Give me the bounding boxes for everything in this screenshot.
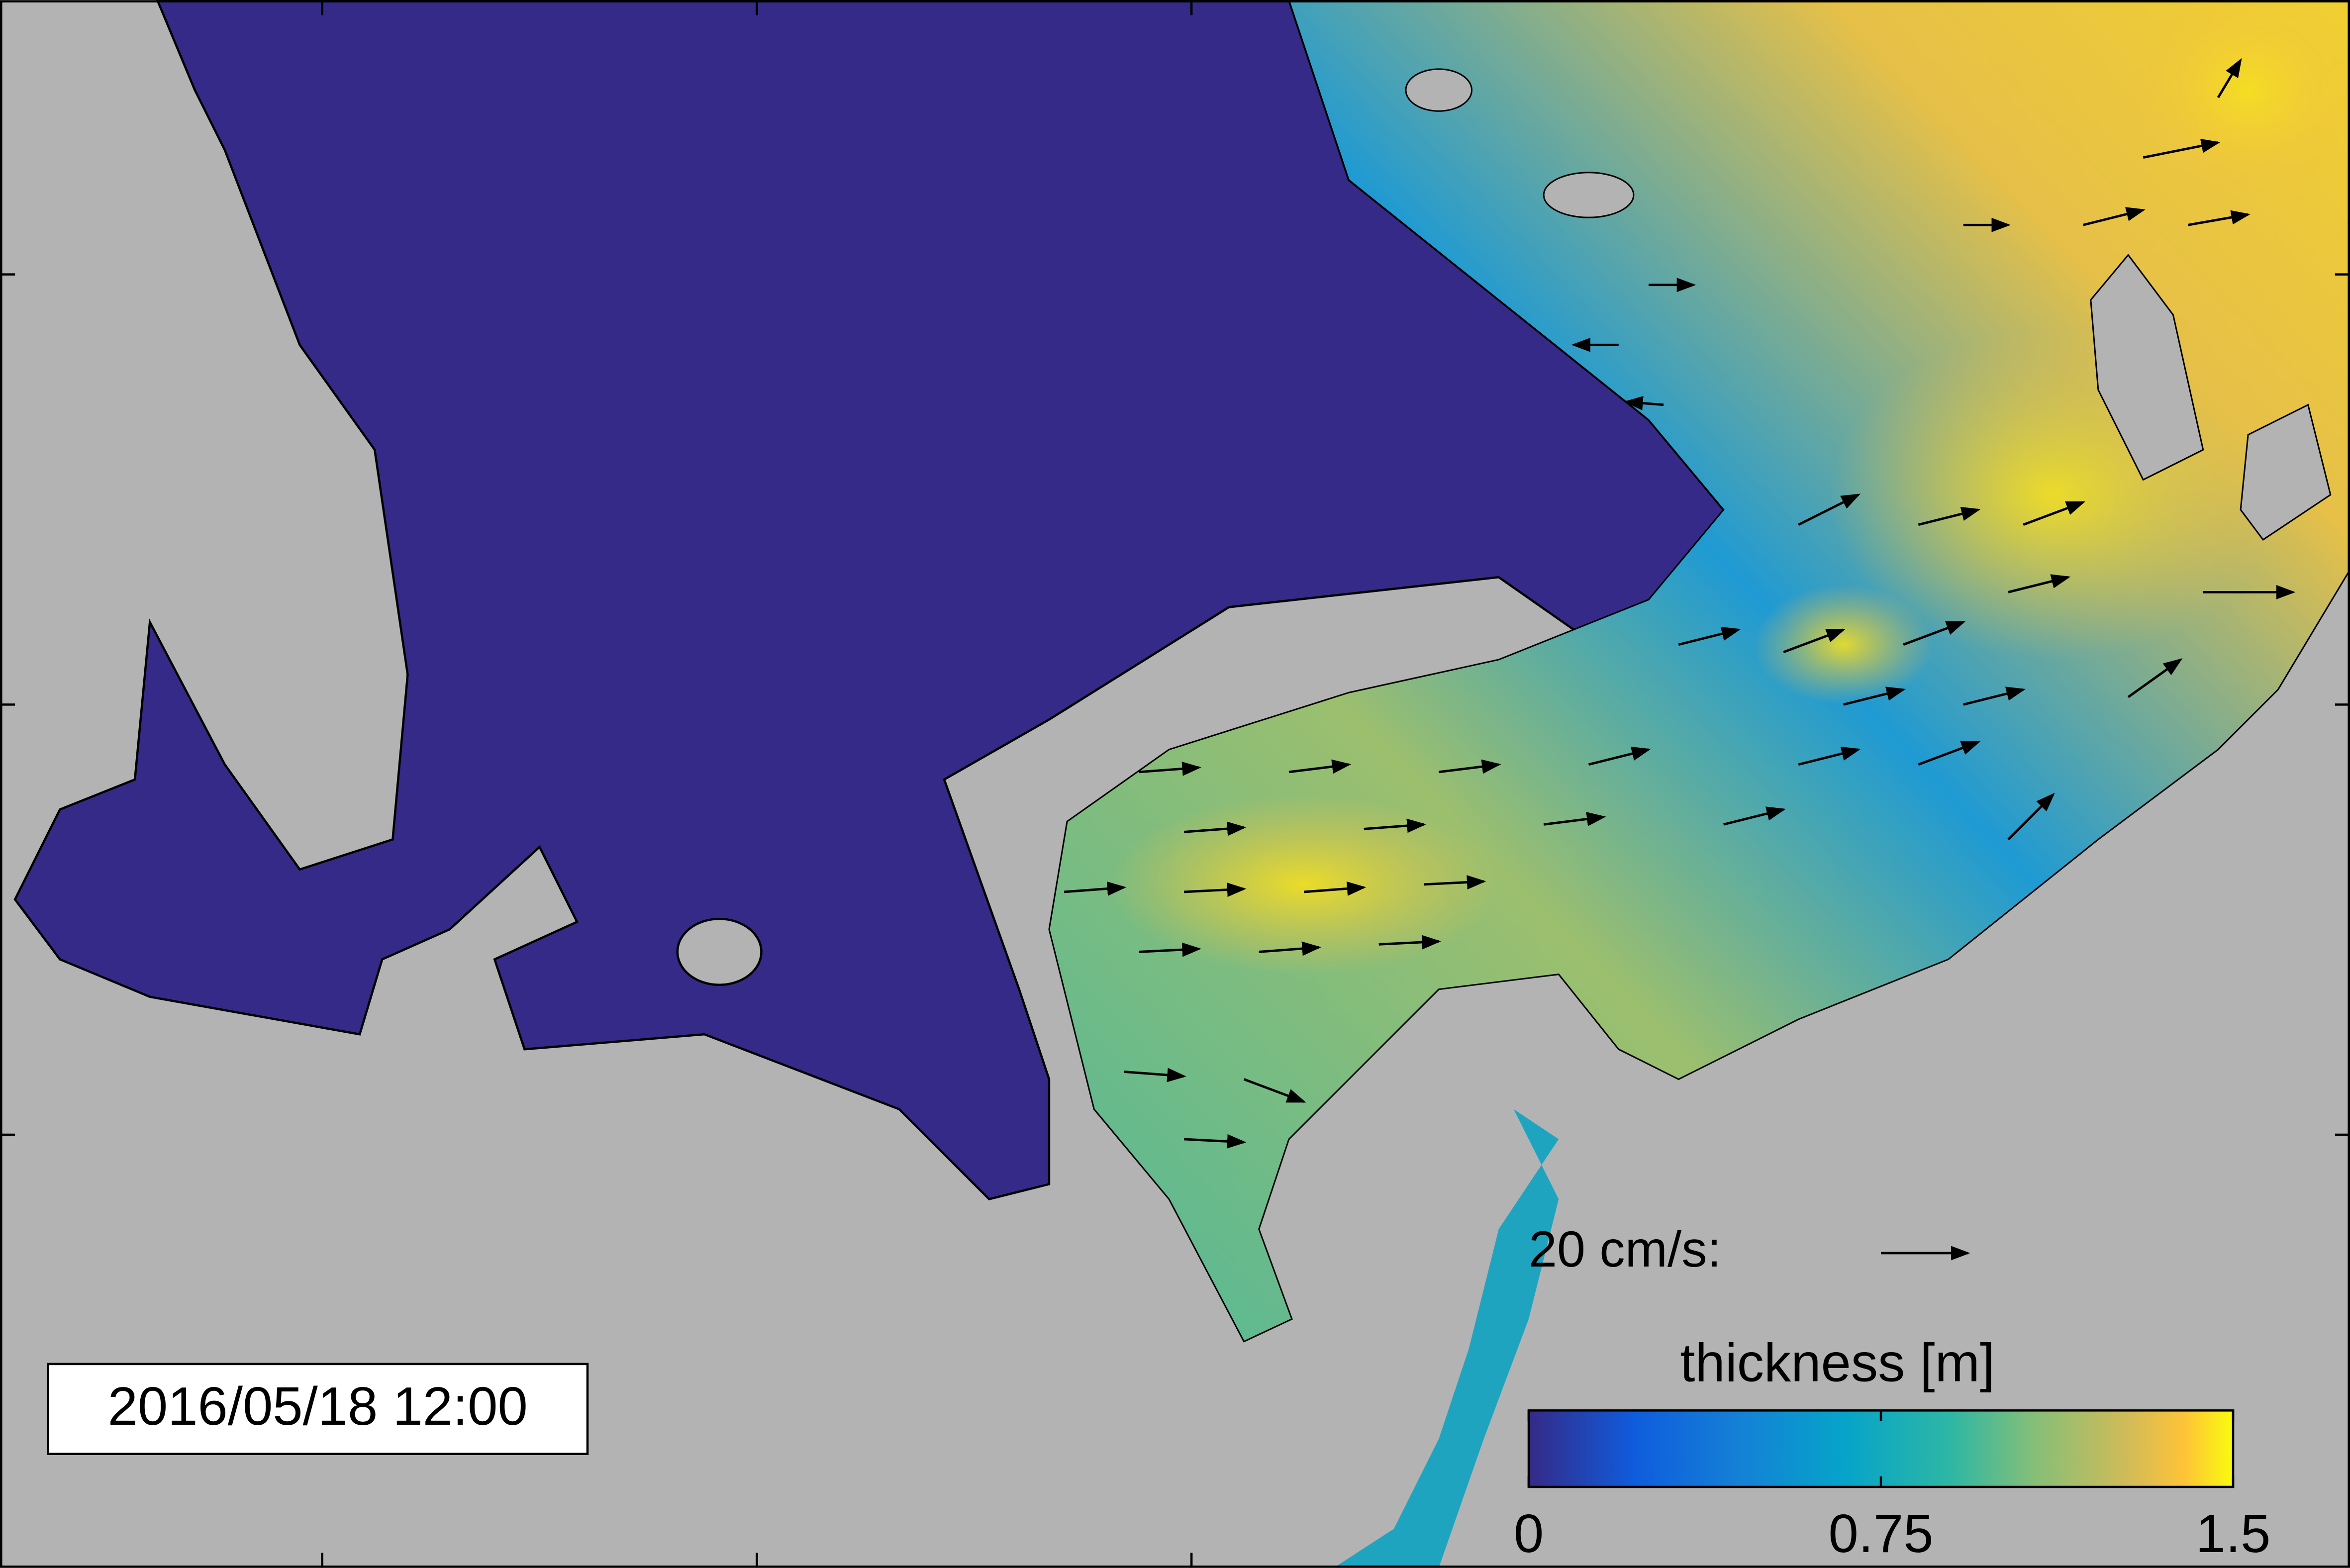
island xyxy=(1543,172,1635,218)
scale-arrow-label: 20 cm/s: xyxy=(1529,1220,1721,1277)
colorbar-ticks: 0 0.75 1.5 xyxy=(1514,1410,2271,1564)
island xyxy=(1405,68,1473,112)
channel-ice xyxy=(1334,1109,1559,1568)
island xyxy=(2090,254,2204,481)
colorbar xyxy=(1527,1409,2235,1488)
timestamp: 2016/05/18 12:00 xyxy=(108,1376,528,1436)
timestamp-box xyxy=(47,1363,589,1455)
island xyxy=(2240,403,2332,541)
thick-ice xyxy=(1753,585,1934,705)
drift-arrows xyxy=(1064,58,2296,1149)
colorbar-label: thickness [m] xyxy=(1680,1333,1995,1393)
colorbar-tick-label: 1.5 xyxy=(2196,1503,2271,1564)
thick-ice xyxy=(1109,794,1499,975)
island xyxy=(676,917,763,986)
thick-ice xyxy=(2128,0,2350,195)
colorbar-tick-label: 0 xyxy=(1514,1503,1544,1564)
colorbar-tick-label: 0.75 xyxy=(1828,1503,1933,1564)
